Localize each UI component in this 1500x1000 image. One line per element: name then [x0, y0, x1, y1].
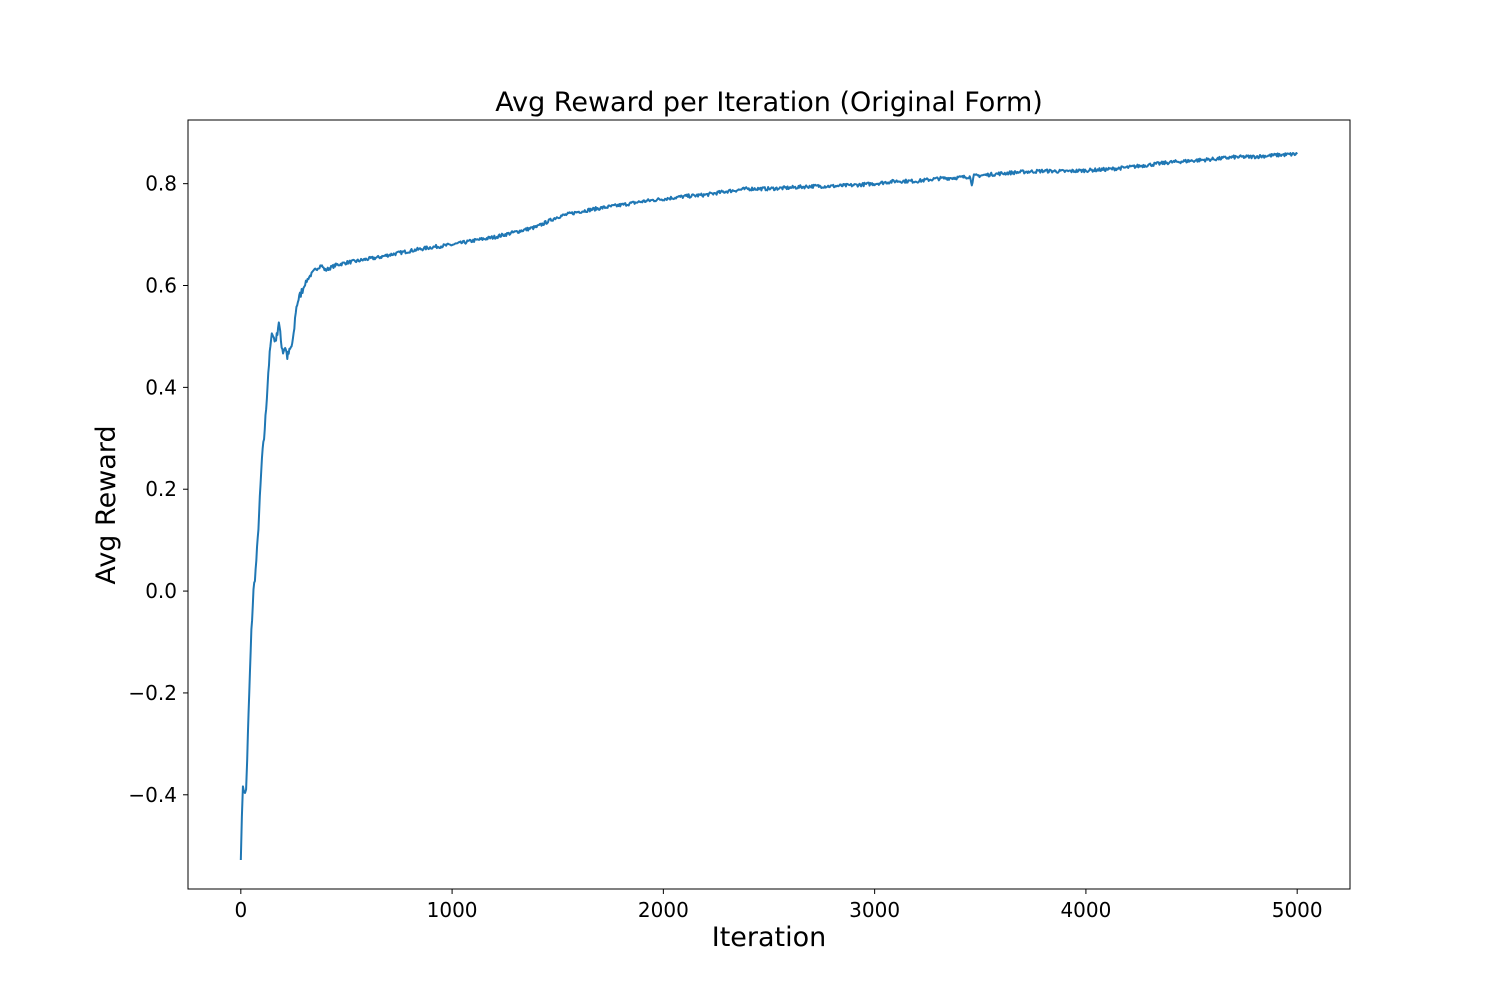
x-tick-label: 1000 — [427, 898, 478, 922]
y-tick-label: 0.2 — [145, 477, 177, 501]
x-tick-label: 3000 — [849, 898, 900, 922]
x-tick-label: 0 — [234, 898, 247, 922]
plot-area — [239, 152, 1298, 860]
y-tick-label: 0.6 — [145, 274, 177, 298]
y-tick-label: −0.2 — [128, 681, 177, 705]
y-tick-label: 0.0 — [145, 579, 177, 603]
y-tick-label: −0.4 — [128, 783, 177, 807]
y-axis-title: Avg Reward — [91, 425, 122, 584]
chart-title: Avg Reward per Iteration (Original Form) — [495, 87, 1043, 118]
y-axis-ticks: −0.4 −0.2 0.0 0.2 0.4 0.6 0.8 — [128, 172, 188, 807]
x-tick-label: 2000 — [638, 898, 689, 922]
x-tick-label: 4000 — [1060, 898, 1111, 922]
axes-frame — [187, 119, 1351, 890]
x-axis-title: Iteration — [712, 922, 827, 953]
x-axis-ticks: 0 1000 2000 3000 4000 5000 — [234, 889, 1323, 922]
x-tick-label: 5000 — [1272, 898, 1323, 922]
y-tick-label: 0.4 — [145, 375, 177, 399]
series-line-0 — [239, 152, 1298, 860]
y-tick-label: 0.8 — [145, 172, 177, 196]
